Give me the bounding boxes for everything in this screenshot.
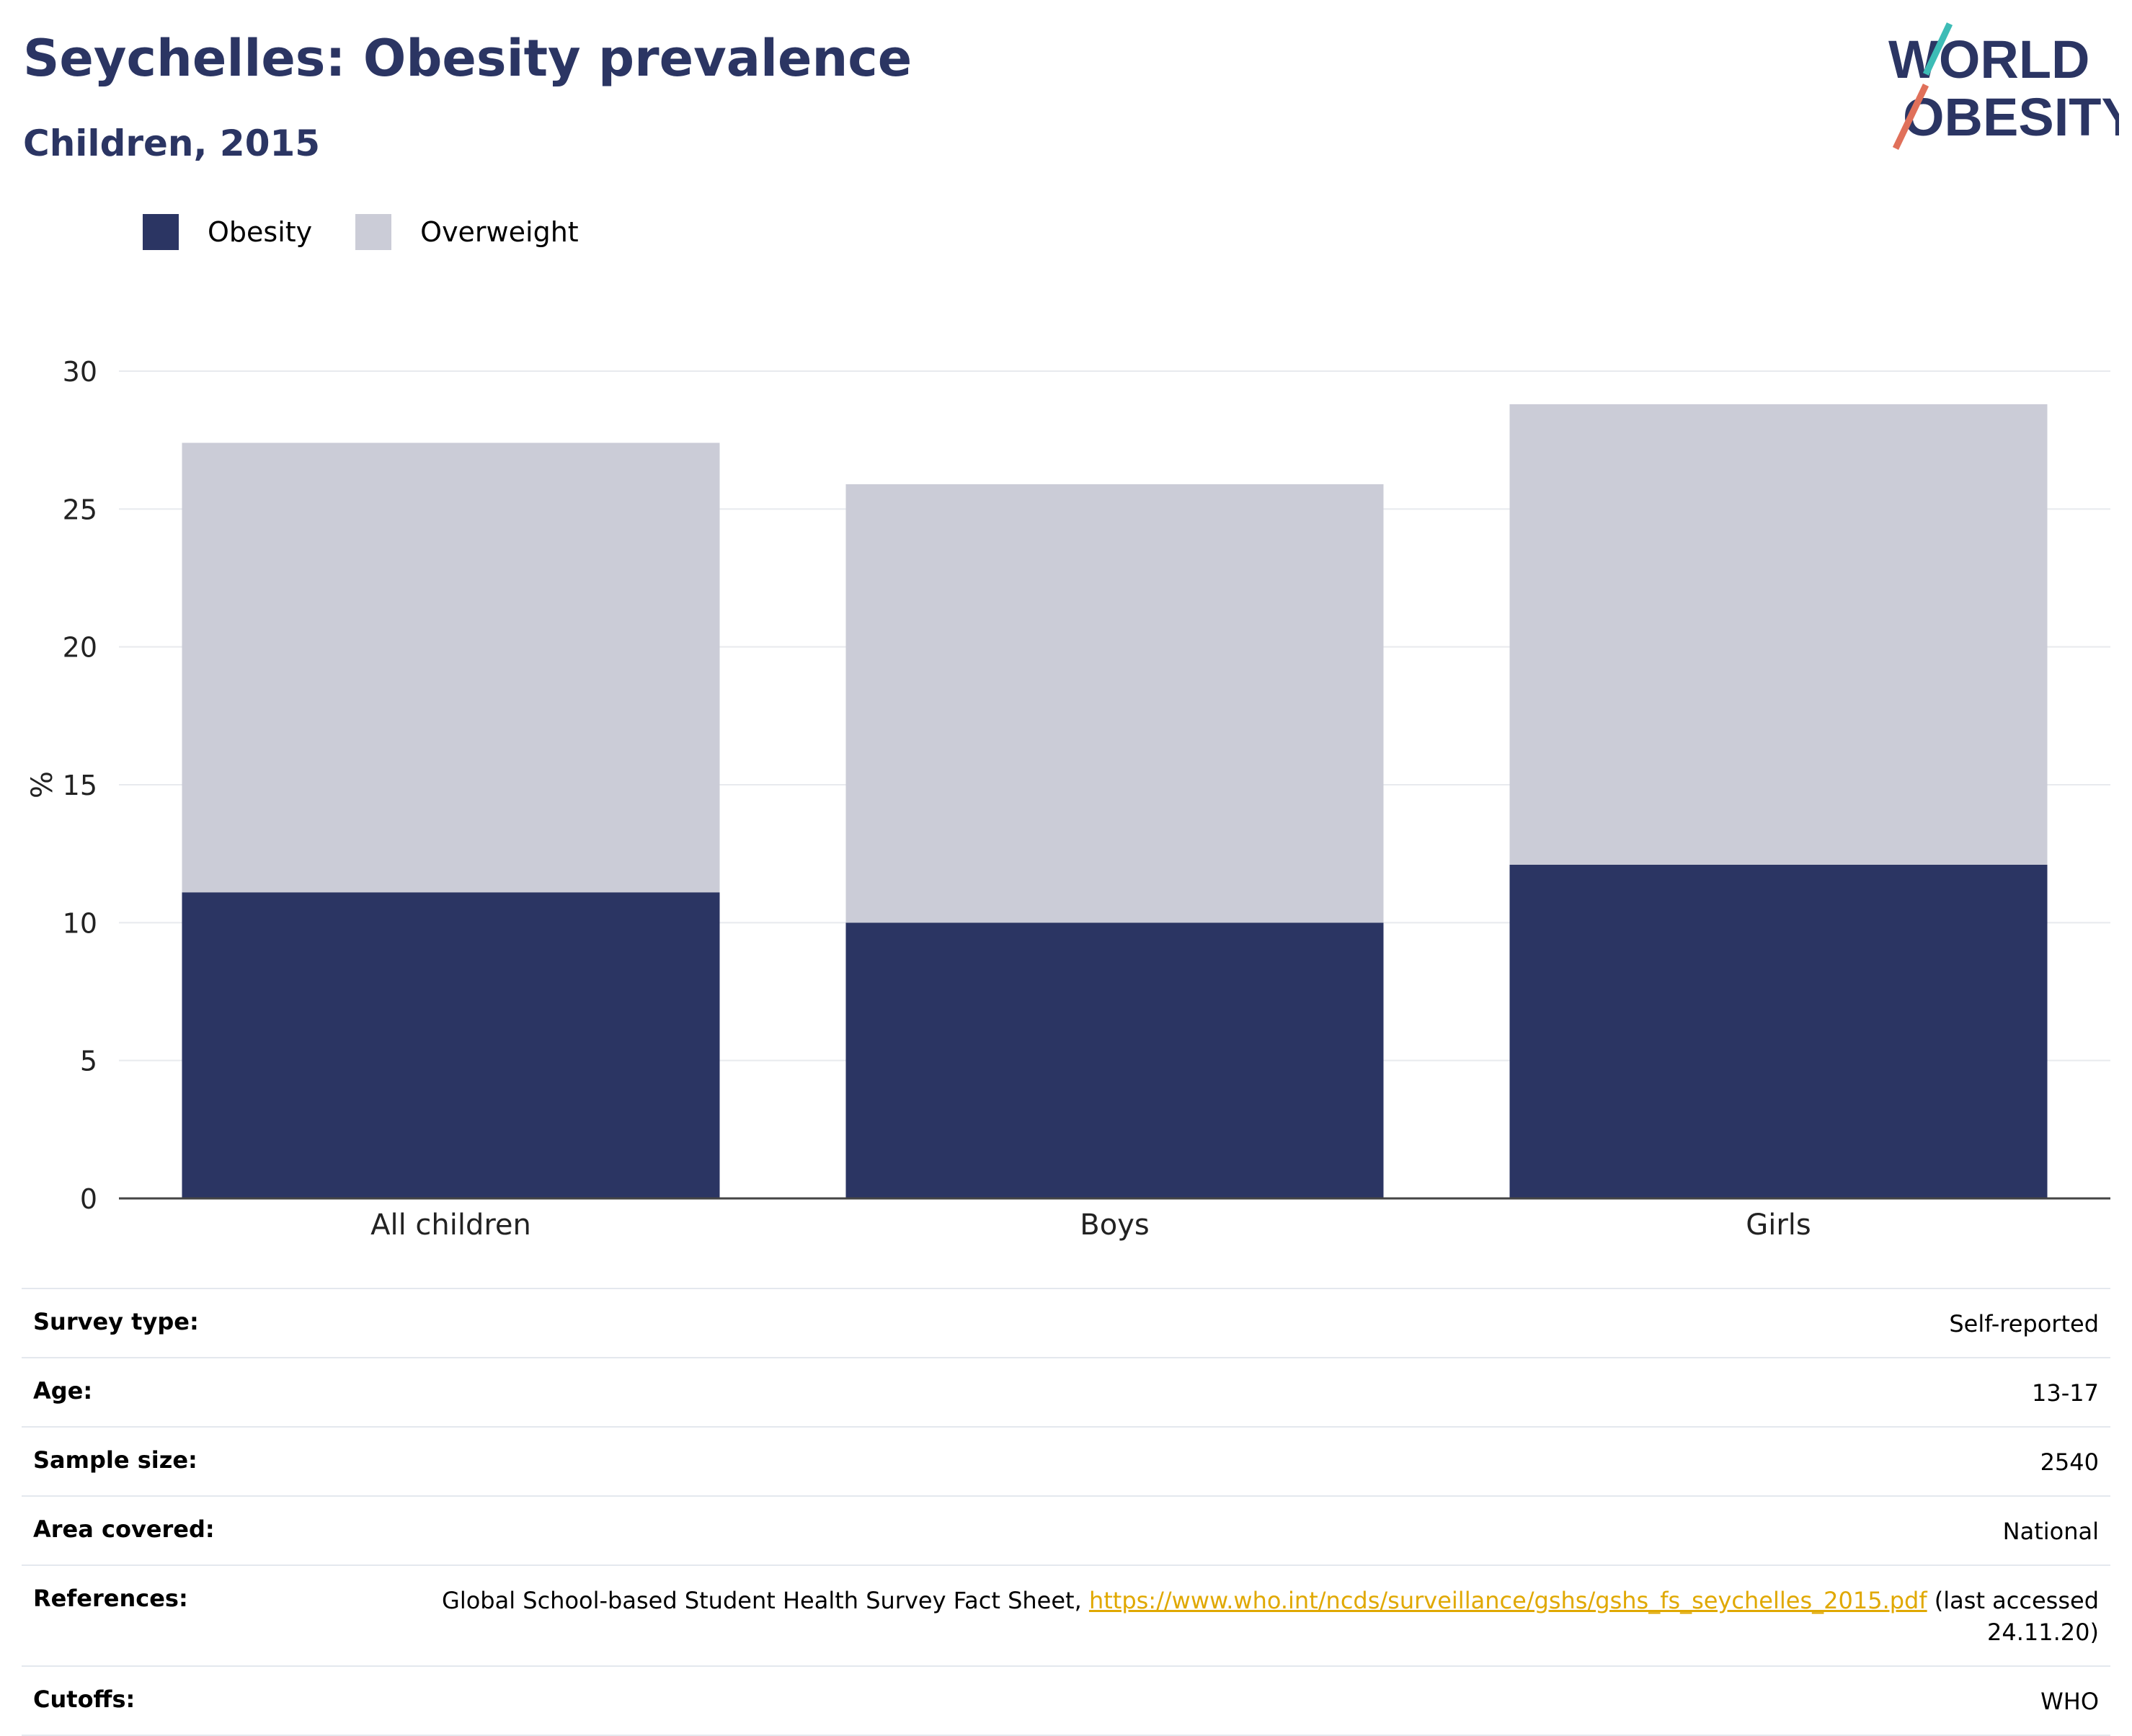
reference-text: Global School-based Student Health Surve… (442, 1587, 1089, 1614)
x-tick-label: Girls (1746, 1208, 1811, 1242)
info-row-sample-size: Sample size: 2540 (22, 1426, 2110, 1495)
svg-text:WORLD: WORLD (1888, 30, 2090, 89)
page-subtitle: Children, 2015 (23, 123, 321, 164)
legend-swatch-overweight (355, 214, 392, 250)
y-tick-label: 0 (80, 1183, 97, 1215)
bar-obesity-all-children (182, 892, 720, 1198)
chart-legend: Obesity Overweight (143, 214, 622, 250)
info-key: Area covered: (33, 1515, 215, 1543)
reference-suffix: (last accessed 24.11.20) (1927, 1587, 2099, 1646)
y-tick-label: 25 (63, 494, 97, 525)
info-key: Survey type: (33, 1308, 199, 1335)
y-tick-label: 5 (80, 1046, 97, 1077)
info-value: 13-17 (2032, 1379, 2099, 1407)
info-row-area-covered: Area covered: National (22, 1495, 2110, 1564)
y-tick-label: 10 (63, 907, 97, 939)
svg-text:OBESITY: OBESITY (1903, 87, 2119, 147)
y-tick-label: 15 (63, 770, 97, 801)
stacked-bar-chart: 0 5 10 15 20 25 30% All children Boys Girls (26, 356, 2110, 1242)
x-tick-label: All children (370, 1208, 531, 1242)
info-value: National (2002, 1518, 2099, 1545)
bar-overweight-girls (1509, 404, 2048, 865)
info-value: WHO (2040, 1688, 2099, 1715)
legend-label-overweight: Overweight (420, 216, 579, 248)
info-value: Global School-based Student Health Surve… (441, 1585, 2099, 1648)
info-row-age: Age: 13-17 (22, 1357, 2110, 1426)
bar-obesity-girls (1509, 864, 2048, 1198)
info-value: Self-reported (1949, 1310, 2099, 1337)
info-row-survey-type: Survey type: Self-reported (22, 1288, 2110, 1357)
bar-obesity-boys (845, 922, 1384, 1198)
y-tick-label: 20 (63, 632, 97, 664)
legend-swatch-obesity (143, 214, 179, 250)
info-row-cutoffs: Cutoffs: WHO (22, 1665, 2110, 1736)
info-row-references: References: Global School-based Student … (22, 1564, 2110, 1665)
survey-info-table: Survey type: Self-reported Age: 13-17 Sa… (22, 1288, 2110, 1736)
y-tick-label: 30 (63, 356, 97, 388)
x-tick-label: Boys (1080, 1208, 1149, 1242)
world-obesity-logo: WORLD OBESITY (1888, 22, 2119, 150)
info-value: 2540 (2040, 1448, 2099, 1476)
info-key: Sample size: (33, 1446, 197, 1474)
y-axis-label: % (26, 771, 59, 798)
bar-overweight-boys (845, 484, 1384, 923)
info-key: Cutoffs: (33, 1686, 136, 1713)
bar-overweight-all-children (182, 442, 720, 893)
info-key: Age: (33, 1377, 93, 1405)
reference-link[interactable]: https://www.who.int/ncds/surveillance/gs… (1088, 1587, 1927, 1614)
info-key: References: (33, 1585, 188, 1612)
legend-label-obesity: Obesity (208, 216, 313, 248)
page-title: Seychelles: Obesity prevalence (23, 29, 912, 88)
